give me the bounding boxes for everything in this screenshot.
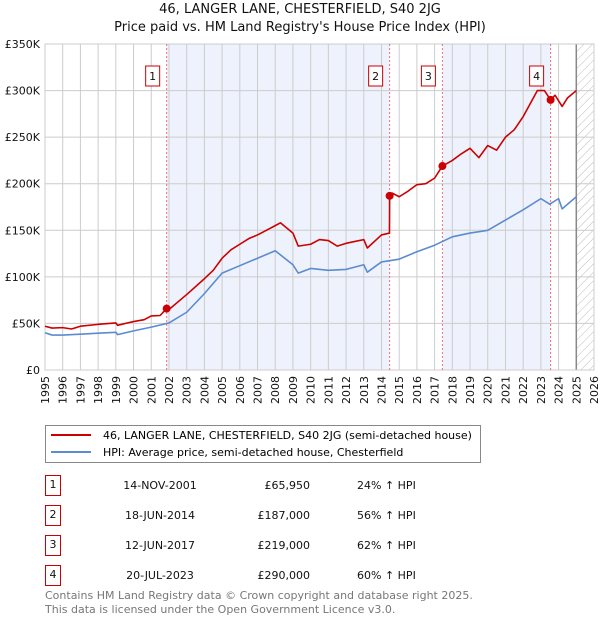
x-tick-label: 2003 (181, 376, 194, 404)
transaction-number: 2 (45, 505, 61, 526)
sale-label-box (145, 65, 161, 87)
sale-point (546, 95, 555, 104)
legend-label-property: 46, LANGER LANE, CHESTERFIELD, S40 2JG (… (103, 428, 472, 442)
transaction-date: 14-NOV-2001 (123, 479, 197, 492)
transaction-hpi: 60% ↑ HPI (357, 569, 416, 582)
transaction-number: 4 (45, 565, 61, 586)
sale-label: 4 (533, 70, 540, 83)
x-tick-label: 2000 (128, 376, 141, 404)
price-chart: 1995 1996 1997 1998 1999 2000 2001 2002 2003 2004… (5, 38, 600, 404)
y-tick-label: £100K (5, 271, 41, 284)
transaction-price: £65,950 (264, 479, 311, 492)
x-tick-label: 2011 (322, 376, 335, 404)
sale-label-box (368, 65, 384, 87)
sale-label: 3 (425, 70, 432, 83)
sale-label-box (529, 65, 545, 87)
transaction-hpi: 56% ↑ HPI (357, 509, 416, 522)
footer-copyright: Contains HM Land Registry data © Crown c… (45, 589, 473, 602)
x-tick-label: 1999 (110, 376, 123, 404)
sale-label-box (420, 65, 436, 87)
x-tick-label: 2020 (482, 376, 495, 404)
x-tick-label: 1996 (57, 376, 70, 404)
legend-item-hpi: HPI: Average price, semi-detached house,… (46, 444, 472, 460)
x-tick-label: 2015 (393, 376, 406, 404)
x-tick-label: 2026 (588, 376, 600, 404)
transaction-hpi: 62% ↑ HPI (357, 539, 416, 552)
legend-swatch-property (51, 434, 91, 436)
x-tick-label: 2006 (234, 376, 247, 404)
x-tick-label: 2023 (535, 376, 548, 404)
future-hatch (576, 44, 594, 370)
x-tick-label: 2007 (252, 376, 265, 404)
y-tick-label: £250K (5, 131, 41, 144)
transaction-number: 1 (45, 475, 61, 496)
transaction-date: 20-JUL-2023 (126, 569, 194, 582)
transaction-hpi: 24% ↑ HPI (357, 479, 416, 492)
property-price-line (44, 89, 577, 330)
y-tick-label: £200K (5, 178, 41, 191)
y-tick-label: £150K (5, 224, 41, 237)
x-tick-label: 2018 (446, 376, 459, 404)
y-tick-label: £350K (5, 38, 41, 51)
footer-licence: This data is licensed under the Open Gov… (45, 603, 396, 616)
x-tick-label: 2024 (553, 376, 566, 404)
ownership-shade (166, 44, 390, 370)
legend-item-property: 46, LANGER LANE, CHESTERFIELD, S40 2JG (… (46, 427, 472, 443)
transaction-price: £290,000 (257, 569, 311, 582)
transaction-number: 3 (45, 535, 61, 556)
hpi-line (44, 196, 577, 336)
sale-point (385, 191, 394, 200)
y-tick-label: £0 (26, 364, 40, 377)
chart-subtitle: Price paid vs. HM Land Registry's House … (114, 20, 486, 35)
transaction-date: 12-JUN-2017 (124, 539, 196, 552)
x-tick-label: 2005 (216, 376, 229, 404)
x-tick-label: 2017 (429, 376, 442, 404)
x-tick-label: 1997 (74, 376, 87, 404)
chart-title: 46, LANGER LANE, CHESTERFIELD, S40 2JG (159, 2, 441, 17)
sale-label: 2 (372, 70, 379, 83)
x-tick-label: 1995 (39, 376, 52, 404)
x-tick-label: 2013 (358, 376, 371, 404)
x-tick-label: 2016 (411, 376, 424, 404)
plot-border (44, 43, 595, 371)
x-tick-label: 2002 (163, 376, 176, 404)
sale-point (438, 162, 447, 171)
x-tick-label: 2019 (464, 376, 477, 404)
x-tick-label: 2014 (375, 376, 388, 404)
x-tick-label: 2001 (145, 376, 158, 404)
transaction-price: £187,000 (257, 509, 311, 522)
x-tick-label: 2009 (287, 376, 300, 404)
ownership-shade (442, 44, 551, 370)
transaction-date: 18-JUN-2014 (124, 509, 196, 522)
x-tick-label: 2010 (305, 376, 318, 404)
y-tick-label: £50K (12, 317, 41, 330)
x-tick-label: 2021 (499, 376, 512, 404)
legend-swatch-hpi (51, 451, 91, 453)
sale-point (162, 304, 171, 313)
sale-label: 1 (149, 70, 156, 83)
x-tick-label: 2004 (198, 376, 211, 404)
y-tick-label: £300K (5, 85, 41, 98)
x-tick-label: 2008 (269, 376, 282, 404)
x-tick-label: 1998 (92, 376, 105, 404)
legend: 46, LANGER LANE, CHESTERFIELD, S40 2JG (… (45, 425, 481, 463)
x-tick-label: 2025 (570, 376, 583, 404)
transaction-price: £219,000 (257, 539, 311, 552)
x-tick-label: 2012 (340, 376, 353, 404)
legend-label-hpi: HPI: Average price, semi-detached house,… (103, 445, 404, 459)
x-tick-label: 2022 (517, 376, 530, 404)
